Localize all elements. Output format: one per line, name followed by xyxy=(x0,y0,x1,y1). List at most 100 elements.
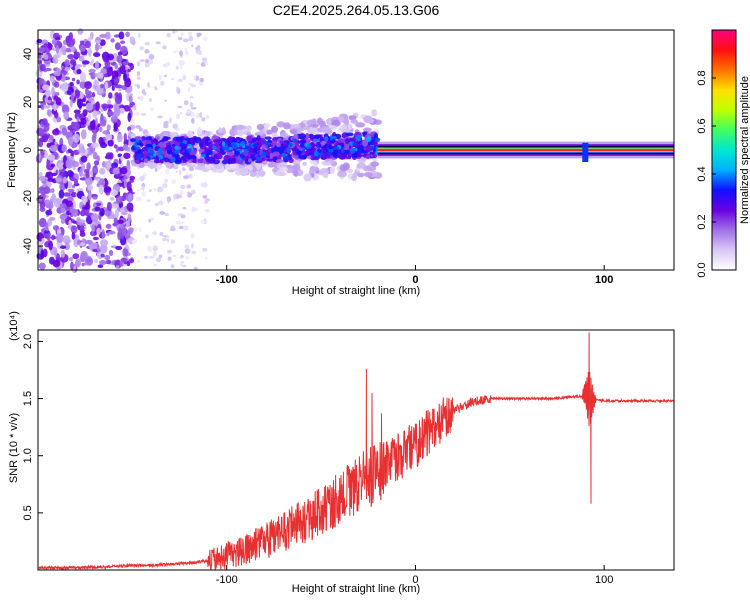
noise-blob xyxy=(190,233,195,239)
band-haze xyxy=(278,162,288,168)
noise-blob xyxy=(93,80,100,86)
band-haze xyxy=(303,173,312,182)
noise-blob xyxy=(111,162,119,169)
band-core xyxy=(264,136,272,140)
noise-blob xyxy=(74,89,80,99)
noise-blob xyxy=(163,123,169,129)
band-core xyxy=(145,139,153,146)
noise-blob xyxy=(59,213,68,220)
noise-blob xyxy=(71,77,76,82)
band-haze xyxy=(221,127,226,134)
noise-blob xyxy=(193,75,197,81)
noise-blob xyxy=(179,50,183,57)
band-haze xyxy=(364,172,373,178)
noise-blob xyxy=(91,59,95,65)
band-core xyxy=(272,151,280,157)
noise-blob xyxy=(88,113,91,121)
spectrogram-x-ticks: -100 0 100 xyxy=(216,265,613,286)
band-haze xyxy=(338,116,345,122)
noise-blob xyxy=(183,100,189,106)
band-core xyxy=(143,153,147,159)
noise-blob xyxy=(126,202,134,212)
noise-blob xyxy=(58,189,65,199)
noise-blob xyxy=(82,98,86,103)
noise-blob xyxy=(143,91,147,96)
band-haze xyxy=(265,129,273,135)
noise-blob xyxy=(168,117,173,124)
noise-blob xyxy=(91,100,96,105)
noise-blob xyxy=(179,256,183,259)
noise-blob xyxy=(130,118,135,124)
noise-blob xyxy=(205,114,210,120)
noise-blob xyxy=(61,82,69,91)
noise-blob xyxy=(112,115,118,123)
noise-blob xyxy=(74,112,82,120)
noise-blob xyxy=(79,40,85,44)
noise-blob xyxy=(81,60,90,65)
band-core xyxy=(248,158,252,163)
band-core xyxy=(270,140,278,147)
noise-blob xyxy=(44,89,51,98)
noise-blob xyxy=(100,239,108,247)
noise-blob xyxy=(196,32,202,36)
noise-blob xyxy=(113,123,119,132)
noise-blob xyxy=(106,53,115,61)
noise-blob xyxy=(37,89,44,93)
band-haze xyxy=(371,109,377,117)
noise-blob xyxy=(177,78,183,83)
noise-blob xyxy=(80,250,88,260)
noise-blob xyxy=(125,31,130,38)
noise-blob xyxy=(177,105,183,109)
noise-blob xyxy=(60,218,66,224)
band-peak xyxy=(248,143,255,148)
noise-blob xyxy=(65,159,74,169)
snr-y-ticks: 0.5 1.0 1.5 2.0 xyxy=(22,334,43,521)
noise-blob xyxy=(81,129,87,140)
noise-blob xyxy=(67,170,74,177)
noise-blob xyxy=(113,217,118,226)
noise-blob xyxy=(159,211,166,215)
band-core xyxy=(236,136,240,140)
noise-blob xyxy=(70,92,75,101)
noise-blob xyxy=(117,51,123,56)
noise-blob xyxy=(40,101,47,106)
noise-blob xyxy=(121,226,127,236)
noise-blob xyxy=(71,121,80,130)
noise-blob xyxy=(59,181,66,191)
noise-blob xyxy=(202,195,208,199)
snr-panel: -100 0 100 0.5 1.0 1.5 2.0 Height of straight… xyxy=(8,311,675,595)
band-core xyxy=(365,154,371,159)
noise-blob xyxy=(159,231,164,237)
noise-blob xyxy=(92,195,98,200)
noise-blob xyxy=(77,28,84,35)
noise-blob xyxy=(46,158,51,168)
band-peak xyxy=(302,146,306,153)
noise-blob xyxy=(147,245,152,252)
noise-blob xyxy=(179,190,184,196)
band-core xyxy=(205,136,210,141)
noise-blob xyxy=(99,260,107,265)
band-core xyxy=(352,152,359,158)
noise-blob xyxy=(178,59,185,66)
noise-blob xyxy=(38,175,47,182)
band-peak xyxy=(234,150,241,156)
noise-blob xyxy=(64,59,70,68)
y-tick-label: 40 xyxy=(22,48,34,60)
noise-blob xyxy=(176,193,179,200)
noise-blob xyxy=(89,120,96,130)
noise-blob xyxy=(114,208,119,219)
noise-blob xyxy=(148,218,152,223)
snr-frame xyxy=(37,329,675,571)
noise-blob xyxy=(60,245,67,249)
noise-blob xyxy=(128,258,135,264)
noise-blob xyxy=(78,148,85,154)
noise-blob xyxy=(188,173,193,179)
band-peak xyxy=(301,140,305,145)
band-peak xyxy=(261,151,267,158)
noise-blob xyxy=(84,40,91,49)
noise-blob xyxy=(164,120,169,125)
band-haze xyxy=(357,172,365,178)
band-core xyxy=(345,132,354,137)
noise-blob xyxy=(43,105,51,109)
snr-x-ticks: -100 0 100 xyxy=(216,565,613,586)
